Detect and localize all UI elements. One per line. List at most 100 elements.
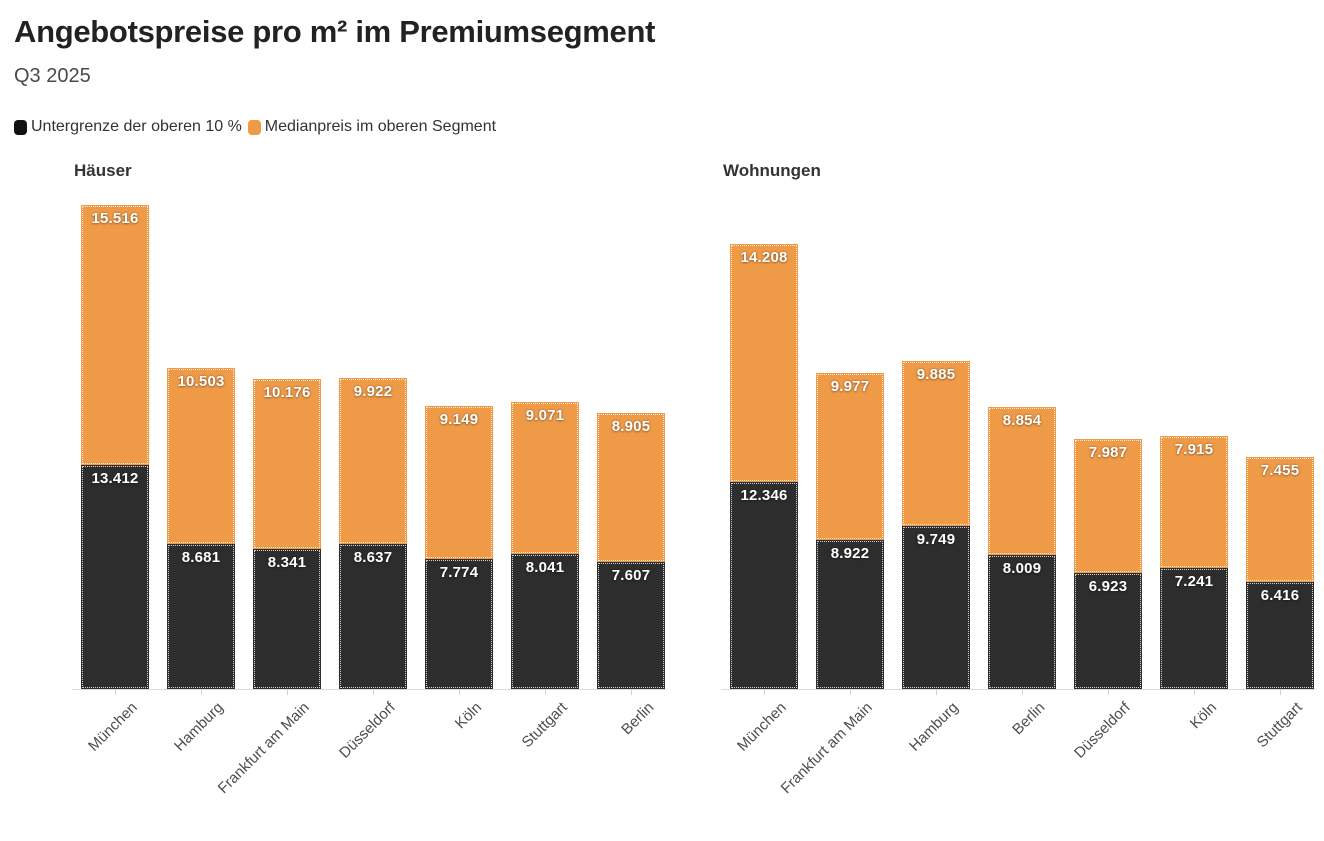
segment-median-Köln[interactable]: 9.149 — [425, 406, 493, 559]
subtitle: Q3 2025 — [14, 65, 91, 87]
segment-lower-Düsseldorf[interactable]: 6.923 — [1074, 573, 1142, 689]
axis-tick — [1194, 690, 1195, 695]
value-label-median: 9.977 — [830, 378, 870, 395]
value-label-median: 15.516 — [91, 210, 139, 227]
segment-median-Hamburg[interactable]: 9.885 — [902, 361, 970, 526]
segment-lower-Hamburg[interactable]: 8.681 — [167, 544, 235, 689]
value-label-lower: 8.681 — [181, 549, 221, 566]
segment-median-Hamburg[interactable]: 10.503 — [167, 368, 235, 544]
segment-lower-München[interactable]: 13.412 — [81, 465, 149, 689]
x-axis-label-Frankfurt am Main: Frankfurt am Main — [777, 699, 877, 798]
legend: Untergrenze der oberen 10 % Medianpreis … — [14, 118, 1324, 136]
value-label-median: 10.176 — [263, 384, 311, 401]
value-label-lower: 8.637 — [353, 549, 393, 566]
axis-tick — [115, 690, 116, 695]
axis-tick — [1022, 690, 1023, 695]
x-axis-label-Düsseldorf: Düsseldorf — [336, 699, 400, 762]
x-axis-label-Hamburg: Hamburg — [906, 699, 963, 755]
segment-lower-Stuttgart[interactable]: 8.041 — [511, 554, 579, 689]
axis-tick — [545, 690, 546, 695]
value-label-lower: 13.412 — [91, 470, 139, 487]
bar-haeuser-0: 15.516 13.412 — [81, 205, 149, 689]
segment-median-München[interactable]: 15.516 — [81, 205, 149, 465]
axis-tick — [459, 690, 460, 695]
legend-item-untergrenze: Untergrenze der oberen 10 % — [14, 118, 242, 136]
value-label-lower: 8.041 — [525, 559, 565, 576]
bar-wohnungen-0: 14.208 12.346 — [730, 244, 798, 689]
segment-lower-Berlin[interactable]: 8.009 — [988, 555, 1056, 689]
bar-haeuser-6: 8.905 7.607 — [597, 413, 665, 689]
legend-label: Untergrenze der oberen 10 % — [31, 118, 242, 135]
segment-lower-Frankfurt am Main[interactable]: 8.922 — [816, 540, 884, 689]
x-axis-label-Düsseldorf: Düsseldorf — [1071, 699, 1135, 762]
value-label-lower: 12.346 — [740, 487, 788, 504]
value-label-lower: 8.341 — [267, 554, 307, 571]
segment-lower-Hamburg[interactable]: 9.749 — [902, 526, 970, 689]
segment-median-Köln[interactable]: 7.915 — [1160, 436, 1228, 568]
segment-lower-Berlin[interactable]: 7.607 — [597, 562, 665, 689]
segment-median-Berlin[interactable]: 8.905 — [597, 413, 665, 562]
bar-wohnungen-4: 7.987 6.923 — [1074, 439, 1142, 689]
axis-tick — [936, 690, 937, 695]
segment-median-Frankfurt am Main[interactable]: 10.176 — [253, 379, 321, 549]
x-axis-label-Stuttgart: Stuttgart — [518, 699, 572, 752]
value-label-median: 7.915 — [1174, 441, 1214, 458]
plot-haeuser: 15.516 13.412 10.503 8.681 10.176 8.341 9.922 8… — [72, 188, 666, 833]
chart-title-wohnungen: Wohnungen — [723, 161, 821, 180]
value-label-median: 10.503 — [177, 373, 225, 390]
segment-median-Düsseldorf[interactable]: 9.922 — [339, 378, 407, 544]
legend-item-medianpreis: Medianpreis im oberen Segment — [247, 118, 497, 136]
value-label-median: 9.149 — [439, 411, 479, 428]
bar-haeuser-1: 10.503 8.681 — [167, 368, 235, 689]
plot-wohnungen: 14.208 12.346 9.977 8.922 9.885 9.749 8.854 8.0… — [721, 188, 1315, 833]
value-label-median: 14.208 — [740, 249, 788, 266]
segment-lower-München[interactable]: 12.346 — [730, 482, 798, 689]
chart-wohnungen: Wohnungen 14.208 12.346 9.977 8.922 9.885 9.74… — [721, 162, 1315, 833]
segment-median-Stuttgart[interactable]: 9.071 — [511, 402, 579, 554]
x-axis-label-Berlin: Berlin — [1008, 699, 1049, 739]
segment-median-Berlin[interactable]: 8.854 — [988, 407, 1056, 555]
bar-haeuser-2: 10.176 8.341 — [253, 379, 321, 689]
legend-label: Medianpreis im oberen Segment — [264, 118, 497, 135]
value-label-median: 9.071 — [525, 407, 565, 424]
value-label-lower: 7.774 — [439, 564, 479, 581]
value-label-median: 9.922 — [353, 383, 393, 400]
value-label-lower: 7.607 — [611, 567, 651, 584]
bar-wohnungen-2: 9.885 9.749 — [902, 361, 970, 689]
bar-haeuser-4: 9.149 7.774 — [425, 406, 493, 689]
value-label-median: 8.854 — [1002, 412, 1042, 429]
segment-lower-Frankfurt am Main[interactable]: 8.341 — [253, 549, 321, 689]
segment-lower-Stuttgart[interactable]: 6.416 — [1246, 582, 1314, 689]
segment-median-München[interactable]: 14.208 — [730, 244, 798, 482]
value-label-lower: 7.241 — [1174, 573, 1214, 590]
legend-swatch-orange-icon — [247, 119, 261, 135]
x-axis-label-Köln: Köln — [451, 699, 486, 733]
x-axis-label-Frankfurt am Main: Frankfurt am Main — [214, 699, 314, 798]
segment-lower-Köln[interactable]: 7.774 — [425, 559, 493, 689]
bar-wohnungen-5: 7.915 7.241 — [1160, 436, 1228, 689]
value-label-lower: 8.009 — [1002, 560, 1042, 577]
x-axis-label-München: München — [734, 699, 791, 755]
value-label-lower: 9.749 — [916, 531, 956, 548]
axis-tick — [631, 690, 632, 695]
chart-title-haeuser: Häuser — [74, 161, 132, 180]
segment-lower-Düsseldorf[interactable]: 8.637 — [339, 544, 407, 689]
segment-median-Stuttgart[interactable]: 7.455 — [1246, 457, 1314, 582]
bar-haeuser-3: 9.922 8.637 — [339, 378, 407, 689]
x-axis-label-Berlin: Berlin — [617, 699, 658, 739]
charts-row: Häuser 15.516 13.412 10.503 8.681 10.176 8.341… — [14, 162, 1324, 833]
bar-haeuser-5: 9.071 8.041 — [511, 402, 579, 689]
chart-haeuser: Häuser 15.516 13.412 10.503 8.681 10.176 8.341… — [72, 162, 666, 833]
segment-lower-Köln[interactable]: 7.241 — [1160, 568, 1228, 689]
value-label-median: 8.905 — [611, 418, 651, 435]
segment-median-Düsseldorf[interactable]: 7.987 — [1074, 439, 1142, 573]
value-label-lower: 8.922 — [830, 545, 870, 562]
segment-median-Frankfurt am Main[interactable]: 9.977 — [816, 373, 884, 540]
value-label-median: 9.885 — [916, 366, 956, 383]
x-axis-label-Stuttgart: Stuttgart — [1253, 699, 1307, 752]
x-axis-label-Köln: Köln — [1186, 699, 1221, 733]
page-title: Angebotspreise pro m² im Premiumsegment — [14, 14, 656, 49]
bar-wohnungen-1: 9.977 8.922 — [816, 373, 884, 689]
value-label-median: 7.455 — [1260, 462, 1300, 479]
bars-wohnungen: 14.208 12.346 9.977 8.922 9.885 9.749 8.854 8.0… — [721, 188, 1315, 690]
